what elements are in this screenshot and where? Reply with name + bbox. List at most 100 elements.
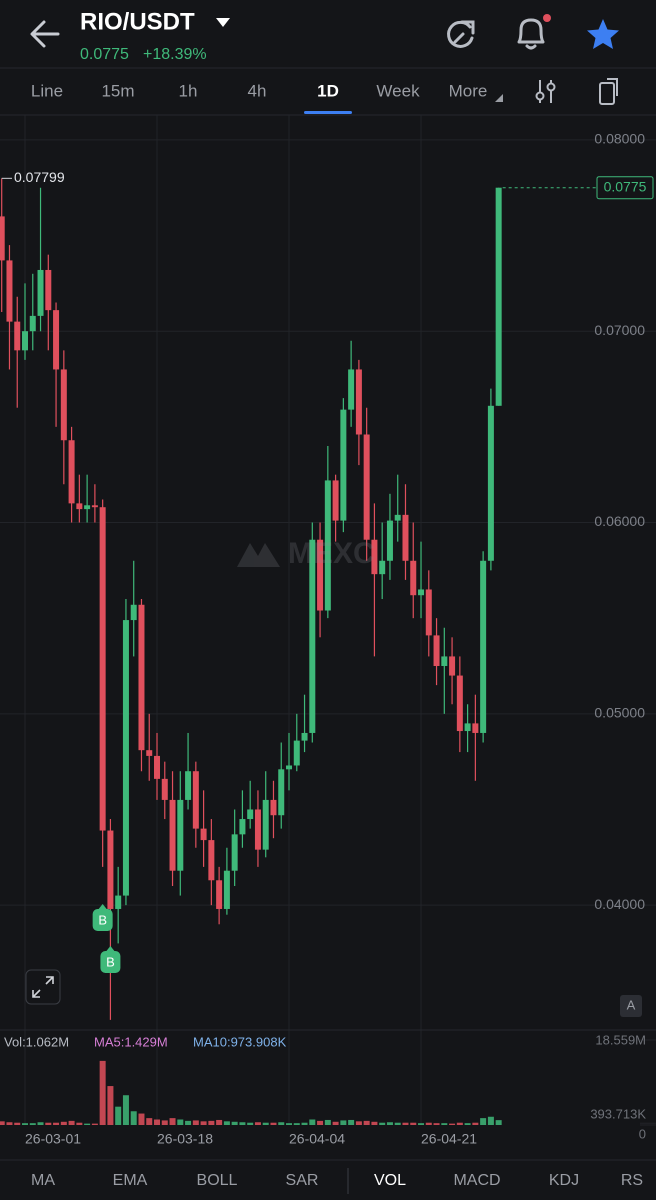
volume-bar (456, 1122, 463, 1125)
candle-body (115, 895, 122, 909)
candle-body (402, 514, 409, 561)
candle-body (107, 830, 114, 909)
candle-body (286, 765, 293, 770)
x-tick-label: 26-04-21 (421, 1131, 477, 1147)
y-tick-label: 0.06000 (594, 513, 645, 529)
alert-dot (543, 14, 551, 22)
fit-button[interactable] (25, 969, 61, 1005)
timeframe-tab[interactable]: 1D (317, 81, 339, 100)
volume-bar (262, 1122, 269, 1125)
watermark-text: MEXC (288, 537, 375, 570)
candle-body (231, 834, 238, 871)
volume-bar (91, 1123, 98, 1125)
indicator-tab[interactable]: KDJ (549, 1172, 579, 1189)
y-tick-label: 0.04000 (594, 896, 645, 912)
y-tick-label: 0.07000 (594, 322, 645, 338)
phone-icon (607, 78, 618, 96)
indicator-tab[interactable]: SAR (286, 1172, 319, 1189)
trade-marker-label: B (106, 954, 115, 969)
volume-bar (161, 1120, 168, 1125)
phone-icon (599, 82, 615, 105)
timeframe-tab[interactable]: Line (31, 81, 63, 100)
candle-body (223, 870, 230, 909)
last-price: 0.0775 (80, 46, 129, 63)
candle-body (410, 560, 417, 596)
timeframe-tab[interactable]: 4h (248, 81, 267, 100)
volume-bar (185, 1120, 192, 1125)
alert-button[interactable] (517, 14, 551, 50)
bell-clapper (525, 44, 537, 50)
timeframe-tab[interactable]: More (449, 81, 488, 100)
x-tick-label: 26-04-04 (289, 1131, 345, 1147)
back-button[interactable] (30, 20, 60, 48)
candle-body (480, 560, 487, 733)
price-change: +18.39% (143, 46, 207, 63)
candle-body (53, 310, 60, 370)
volume-legend: MA10:973.908K (193, 1034, 287, 1049)
candle-body (177, 799, 184, 871)
favorite-star[interactable] (587, 19, 619, 49)
volume-bar (146, 1118, 153, 1125)
candle-body (293, 740, 300, 766)
timeframe-tab[interactable]: 15m (101, 81, 134, 100)
candle-body (472, 723, 479, 733)
candle-body (348, 369, 355, 410)
candle-body (84, 505, 91, 510)
volume-bar (495, 1120, 502, 1125)
candle-body (91, 505, 98, 508)
trade-marker (92, 909, 113, 931)
volume-bar (363, 1120, 370, 1125)
volume-bar (6, 1122, 13, 1125)
indicator-tab[interactable]: RS (621, 1172, 643, 1189)
bell-icon (517, 18, 545, 44)
volume-bar (68, 1120, 75, 1125)
watermark-logo (237, 543, 280, 567)
candle-body (464, 723, 471, 732)
trade-marker-pin (98, 904, 107, 909)
pair-title[interactable]: RIO/USDT (80, 8, 195, 35)
volume-bar (115, 1106, 122, 1125)
indicator-settings-button[interactable] (535, 80, 556, 103)
volume-bar (433, 1123, 440, 1125)
volume-tick-label: 0 (639, 1126, 646, 1141)
volume-bar (216, 1119, 223, 1125)
indicator-tab[interactable]: EMA (113, 1172, 148, 1189)
candle-body (309, 539, 316, 733)
candle-body (340, 409, 347, 521)
trade-marker-label: B (98, 912, 107, 927)
timeframe-tab[interactable]: 1h (179, 81, 198, 100)
candle-body (270, 799, 277, 816)
volume-bar (138, 1113, 145, 1125)
indicator-tab[interactable]: BOLL (197, 1172, 238, 1189)
auto-scale-button[interactable]: A (620, 995, 642, 1017)
volume-bar (340, 1120, 347, 1125)
indicator-tab[interactable]: MACD (453, 1172, 500, 1189)
refresh-slash (453, 32, 465, 44)
last-price-box (596, 176, 654, 200)
candle-body (495, 187, 502, 406)
volume-bar (418, 1123, 425, 1125)
landscape-button[interactable] (599, 78, 618, 105)
volume-bar (301, 1122, 308, 1125)
volume-bar (53, 1122, 60, 1125)
last-price-tag: 0.0775 (604, 178, 647, 194)
auto-scale-label: A (627, 997, 636, 1012)
indicator-tab[interactable]: VOL (374, 1172, 406, 1189)
indicator-tab[interactable]: MA (31, 1172, 55, 1189)
refresh-button[interactable] (447, 20, 475, 48)
candle-body (130, 604, 137, 621)
fit-box (25, 969, 61, 1005)
watermark: MEXC (237, 537, 375, 570)
timeframe-tab[interactable]: Week (376, 81, 420, 100)
candle-body (169, 799, 176, 871)
volume-bar (22, 1123, 28, 1125)
candle-body (418, 589, 425, 596)
pair-dropdown[interactable] (216, 18, 230, 27)
candle-body (487, 405, 494, 561)
x-tick-label: 26-03-01 (25, 1131, 81, 1147)
candle-body (278, 769, 285, 816)
fit-icon (32, 976, 54, 998)
candle-body (324, 480, 331, 611)
x-tick-label: 26-03-18 (157, 1131, 213, 1147)
